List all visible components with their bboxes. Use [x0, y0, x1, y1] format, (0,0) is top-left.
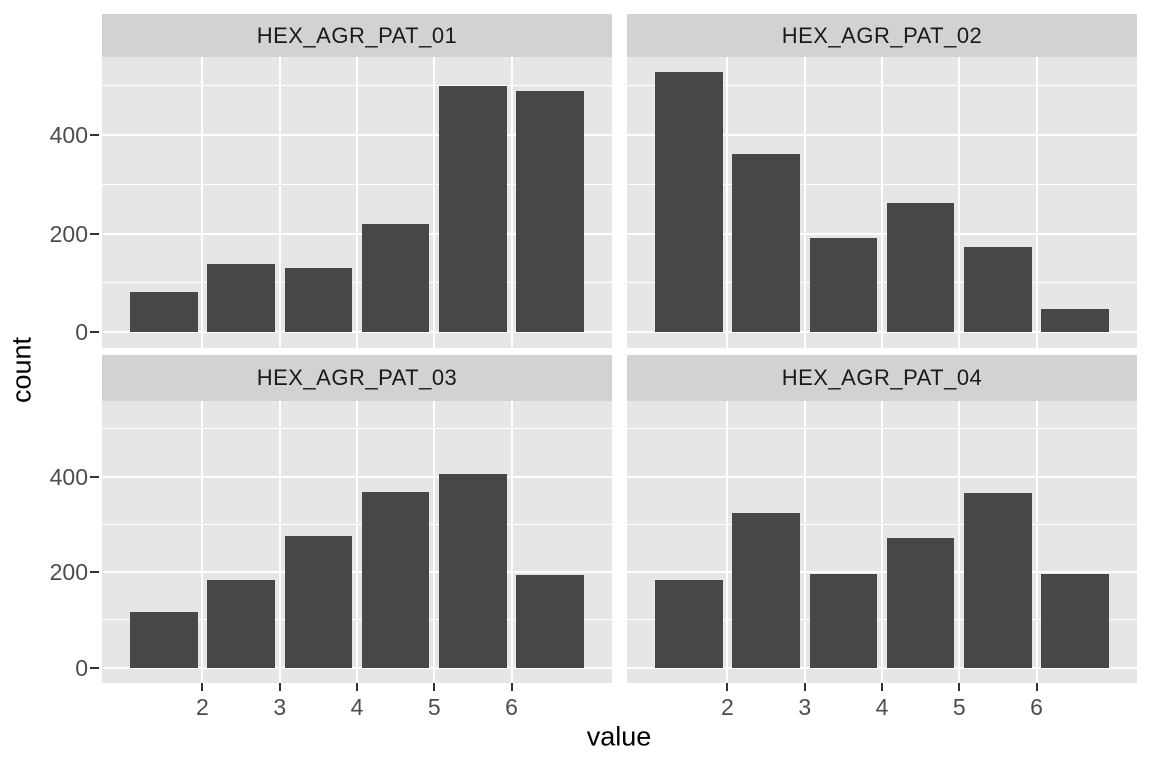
facet-strip: HEX_AGR_PAT_03: [102, 355, 612, 401]
histogram-bar: [361, 491, 430, 668]
gridline-x-major: [1035, 401, 1038, 683]
y-axis-tick-label: 400: [49, 121, 88, 148]
gridline-x-major: [201, 401, 204, 683]
gridline-x-major: [958, 57, 961, 348]
histogram-bar: [130, 611, 198, 668]
y-axis-tick-label: 200: [49, 220, 88, 247]
x-axis-tick-label: 6: [1030, 694, 1043, 720]
y-axis-tick-mark: [90, 666, 99, 669]
histogram-bar: [886, 203, 955, 333]
histogram-bar: [207, 579, 275, 668]
gridline-x-major: [356, 57, 358, 348]
facet-panel: [102, 401, 612, 683]
x-axis-tick-mark: [881, 683, 883, 691]
gridline-x-major: [803, 57, 806, 348]
histogram-bar: [361, 223, 430, 333]
gridline-x-major: [958, 401, 961, 683]
histogram-bar: [1041, 309, 1109, 333]
histogram-bar: [732, 513, 800, 668]
histogram-bar: [439, 474, 507, 668]
gridline-x-major: [510, 57, 513, 348]
x-axis-tick-mark: [433, 683, 436, 691]
facet-strip: HEX_AGR_PAT_02: [627, 14, 1137, 57]
facet-panel: [627, 401, 1137, 683]
facet-strip: HEX_AGR_PAT_04: [627, 355, 1137, 401]
x-axis-tick-label: 2: [721, 694, 734, 720]
x-axis-tick-label: 4: [350, 694, 364, 720]
gridline-x-major: [278, 401, 281, 683]
histogram-bar: [207, 264, 275, 333]
y-axis-tick-label: 200: [49, 559, 88, 586]
gridline-x-major: [726, 57, 729, 348]
x-axis-tick-label: 5: [952, 694, 966, 720]
gridline-x-major: [201, 57, 204, 348]
histogram-bar: [655, 579, 723, 668]
y-axis-tick-label: 0: [75, 319, 88, 346]
histogram-bar: [655, 71, 723, 333]
x-axis-tick-mark: [1035, 683, 1038, 691]
histogram-bar: [964, 493, 1032, 668]
y-axis-tick-label: 0: [75, 654, 88, 681]
x-axis-tick-mark: [726, 683, 729, 691]
gridline-x-major: [356, 401, 358, 683]
gridline-x-major: [278, 57, 281, 348]
x-axis-tick-mark: [803, 683, 806, 691]
gridline-x-major: [1035, 57, 1038, 348]
y-axis-tick-mark: [90, 571, 99, 574]
y-axis-tick-mark: [90, 475, 99, 478]
histogram-bar: [732, 153, 800, 333]
histogram-bar: [284, 535, 353, 668]
y-axis-tick-mark: [90, 331, 99, 334]
y-axis-title: count: [6, 336, 37, 404]
histogram-bar: [130, 291, 198, 333]
x-axis-tick-label: 3: [798, 694, 812, 720]
gridline-x-major: [803, 401, 806, 683]
x-axis-tick-mark: [278, 683, 281, 691]
histogram-bar: [886, 538, 955, 668]
gridline-x-major: [881, 57, 883, 348]
x-axis-tick-label: 3: [273, 694, 287, 720]
x-axis-tick-mark: [356, 683, 358, 691]
gridline-x-major: [881, 401, 883, 683]
histogram-bar: [516, 574, 584, 668]
x-axis-tick-mark: [201, 683, 204, 691]
histogram-bar: [439, 85, 507, 333]
gridline-x-major: [433, 401, 436, 683]
x-axis-tick-mark: [510, 683, 513, 691]
histogram-bar: [809, 573, 878, 668]
x-axis-tick-label: 5: [427, 694, 441, 720]
y-axis-tick-label: 400: [49, 463, 88, 490]
histogram-bar: [516, 90, 584, 333]
histogram-bar: [1041, 574, 1109, 668]
x-axis-title: value: [586, 721, 652, 752]
gridline-x-major: [433, 57, 436, 348]
facet-panel: [102, 57, 612, 348]
x-axis-tick-label: 4: [875, 694, 889, 720]
y-axis-tick-mark: [90, 133, 99, 136]
x-axis-tick-mark: [958, 683, 961, 691]
facet-panel: [627, 57, 1137, 348]
gridline-x-major: [510, 401, 513, 683]
y-axis-tick-mark: [90, 232, 99, 235]
facet-strip: HEX_AGR_PAT_01: [102, 14, 612, 57]
histogram-bar: [809, 238, 878, 333]
x-axis-tick-label: 6: [505, 694, 518, 720]
x-axis-tick-label: 2: [196, 694, 209, 720]
histogram-bar: [284, 268, 353, 333]
histogram-bar: [964, 247, 1032, 333]
gridline-x-major: [726, 401, 729, 683]
